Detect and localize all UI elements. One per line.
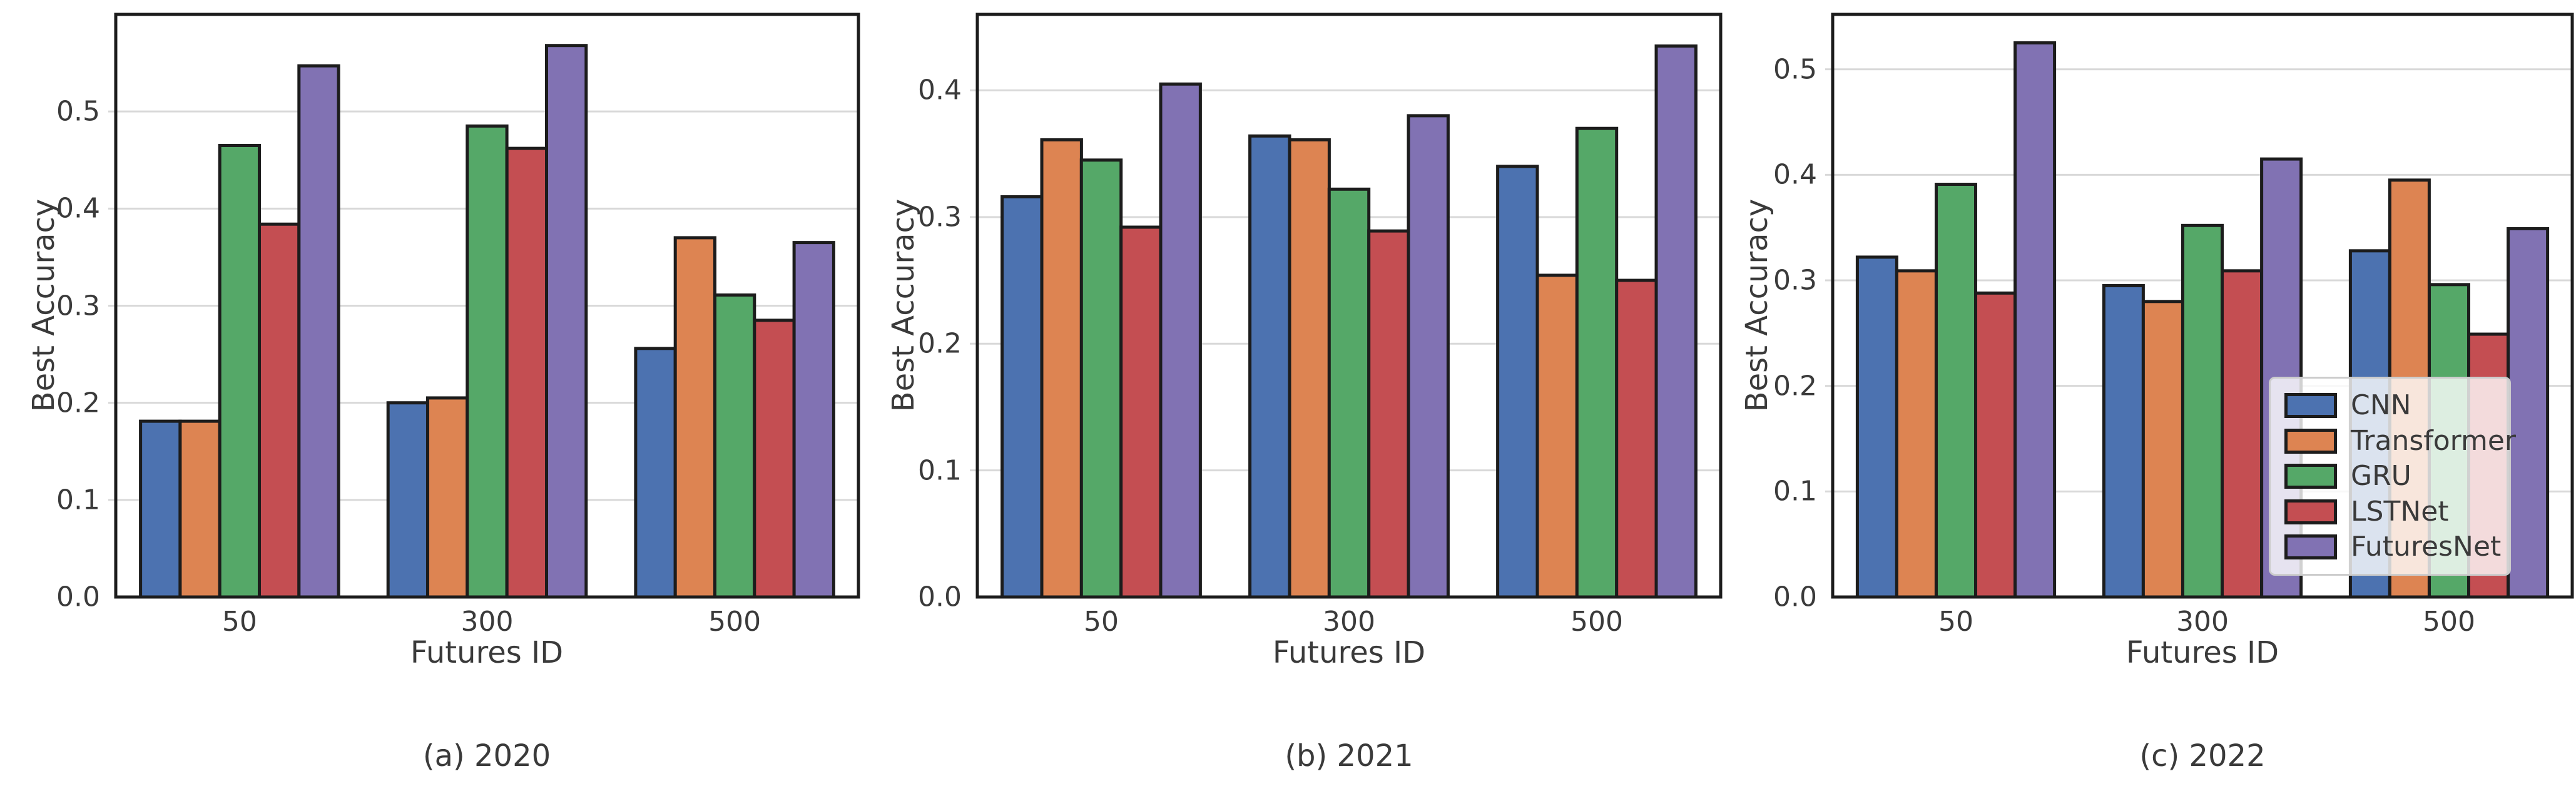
y-tick-label: 0.1 (918, 454, 962, 487)
x-axis-label-b: Futures ID (1272, 635, 1426, 670)
legend-swatch-icon (2284, 393, 2337, 418)
bar-FuturesNet-50 (2013, 41, 2057, 599)
bar-FuturesNet-300 (545, 44, 588, 599)
bar-LSTNet-50 (258, 222, 301, 599)
x-tick-label: 50 (1938, 606, 1973, 638)
bar-CNN-500 (1496, 165, 1539, 599)
y-tick-label: 0.4 (918, 74, 962, 106)
bar-LSTNet-50 (1974, 291, 2017, 599)
y-tick-label: 0.5 (56, 95, 100, 128)
y-axis-label-c: Best Accuracy (1739, 198, 1774, 412)
legend-label: GRU (2351, 460, 2411, 492)
subplot-a (108, 13, 860, 599)
y-tick-label: 0.3 (1773, 264, 1817, 297)
bar-Transformer-500 (1535, 273, 1579, 599)
bar-LSTNet-300 (1367, 229, 1410, 599)
bar-LSTNet-500 (1615, 278, 1658, 599)
legend-label: LSTNet (2351, 495, 2449, 528)
y-tick-label: 0.1 (1773, 475, 1817, 508)
x-tick-label: 50 (221, 606, 257, 638)
legend-swatch-icon (2284, 428, 2337, 454)
y-tick-label: 0.4 (1773, 158, 1817, 191)
bar-FuturesNet-500 (792, 241, 835, 599)
bar-GRU-50 (1935, 183, 1977, 599)
y-tick-label: 0.0 (918, 581, 962, 613)
bar-CNN-50 (1855, 255, 1898, 599)
bar-CNN-500 (634, 347, 677, 599)
bar-GRU-300 (1327, 187, 1371, 599)
y-tick-label: 0.2 (918, 327, 962, 360)
bar-CNN-300 (1248, 134, 1291, 599)
bar-Transformer-50 (1040, 138, 1083, 599)
x-tick-label: 500 (2423, 606, 2475, 638)
y-tick-label: 0.2 (56, 387, 100, 419)
legend-item-LSTNet: LSTNet (2284, 496, 2509, 528)
bar-FuturesNet-50 (1159, 82, 1202, 599)
legend-item-GRU: GRU (2284, 461, 2509, 492)
bar-LSTNet-300 (2221, 269, 2263, 599)
caption-subplot-c: (c) 2022 (2139, 738, 2266, 773)
legend: CNN Transformer GRU LSTNet FuturesNet (2269, 377, 2516, 576)
axes-frame (1831, 13, 2574, 599)
x-tick-label: 500 (1571, 606, 1623, 638)
x-axis-label-c: Futures ID (2125, 635, 2279, 670)
bar-GRU-50 (218, 144, 262, 599)
x-tick-label: 300 (1323, 606, 1375, 638)
bar-FuturesNet-50 (297, 64, 340, 599)
bar-Transformer-300 (2141, 300, 2184, 599)
bar-GRU-50 (1079, 158, 1123, 599)
bar-FuturesNet-500 (2507, 227, 2550, 599)
subplot-b (970, 13, 1723, 599)
bar-Transformer-300 (426, 396, 469, 599)
y-tick-label: 0.0 (56, 581, 100, 613)
bar-CNN-300 (386, 401, 430, 599)
caption-subplot-b: (b) 2021 (1285, 738, 1413, 773)
y-tick-label: 0.0 (1773, 581, 1817, 613)
y-tick-label: 0.3 (56, 290, 100, 322)
y-tick-label: 0.5 (1773, 53, 1817, 86)
x-tick-label: 300 (2176, 606, 2229, 638)
legend-label: CNN (2351, 389, 2411, 421)
bar-GRU-500 (713, 293, 756, 599)
bar-CNN-300 (2102, 284, 2145, 599)
y-tick-label: 0.4 (56, 192, 100, 225)
bar-CNN-50 (139, 419, 182, 599)
axes-frame (975, 13, 1723, 599)
bar-Transformer-500 (673, 236, 716, 599)
bar-GRU-300 (466, 124, 509, 599)
y-tick-label: 0.2 (1773, 370, 1817, 402)
legend-swatch-icon (2284, 534, 2337, 559)
bar-Transformer-300 (1288, 138, 1331, 599)
bar-LSTNet-300 (505, 146, 549, 599)
x-tick-label: 50 (1084, 606, 1119, 638)
bar-CNN-50 (1000, 195, 1044, 599)
legend-item-CNN: CNN (2284, 390, 2509, 421)
legend-label: Transformer (2351, 424, 2517, 457)
bar-GRU-500 (1575, 126, 1619, 599)
x-tick-label: 500 (708, 606, 761, 638)
y-tick-label: 0.1 (56, 484, 100, 516)
y-axis-label-b: Best Accuracy (886, 198, 921, 412)
bar-LSTNet-50 (1119, 225, 1163, 599)
x-axis-label-a: Futures ID (410, 635, 564, 670)
legend-item-FuturesNet: FuturesNet (2284, 531, 2509, 563)
bar-FuturesNet-300 (1407, 114, 1450, 599)
bar-FuturesNet-500 (1654, 44, 1698, 599)
y-tick-label: 0.3 (918, 201, 962, 233)
bar-LSTNet-500 (753, 319, 796, 599)
legend-swatch-icon (2284, 464, 2337, 489)
bar-Transformer-50 (178, 419, 221, 599)
bar-Transformer-50 (1895, 269, 1938, 599)
legend-label: FuturesNet (2351, 531, 2502, 563)
caption-subplot-a: (a) 2020 (422, 738, 551, 773)
legend-item-Transformer: Transformer (2284, 426, 2516, 457)
bar-GRU-300 (2181, 223, 2224, 599)
x-tick-label: 300 (461, 606, 514, 638)
axes-frame (114, 13, 860, 599)
legend-swatch-icon (2284, 499, 2337, 524)
